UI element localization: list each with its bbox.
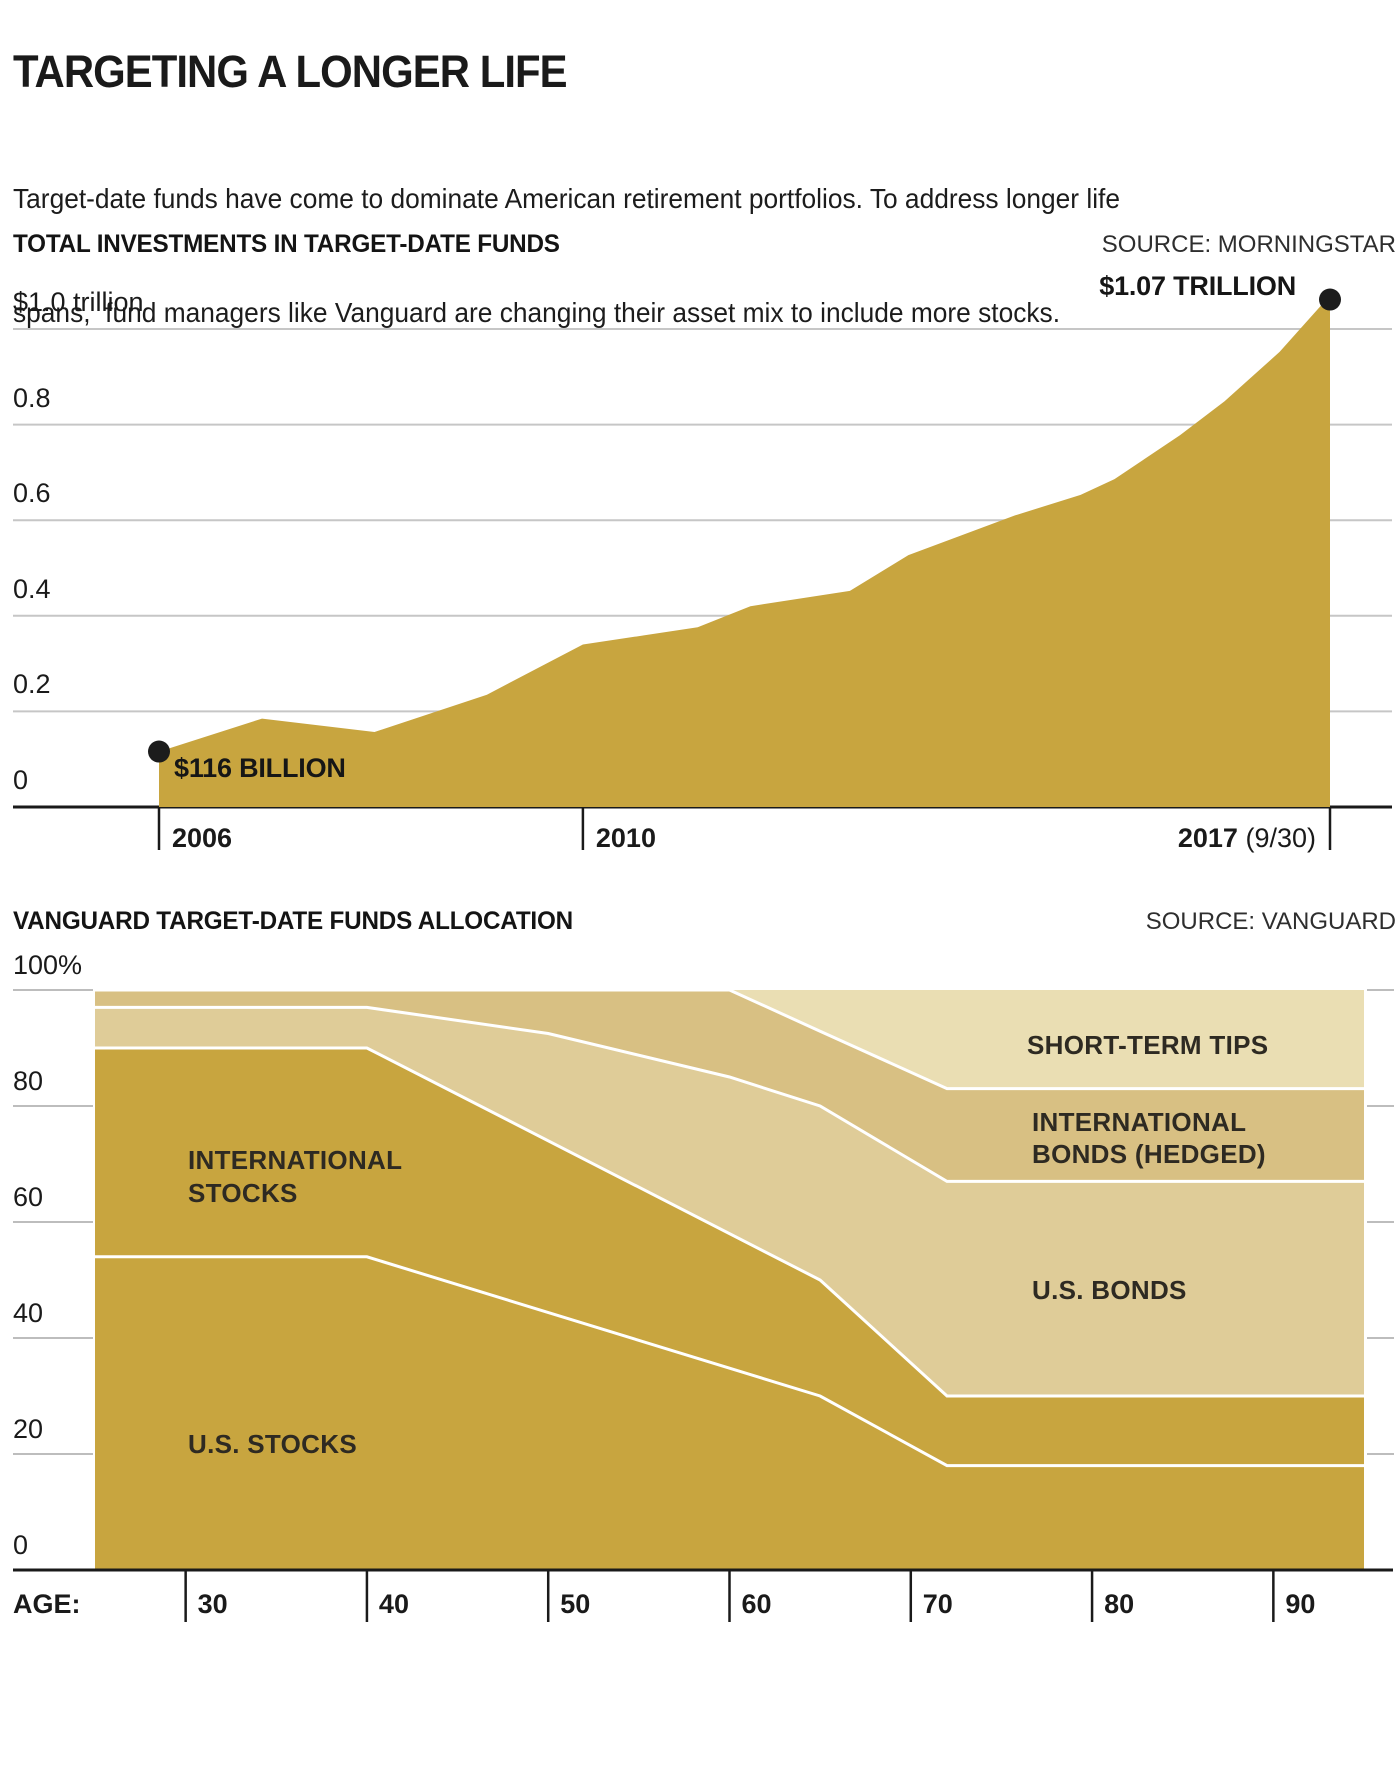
band-label: BONDS (HEDGED) <box>1032 1139 1266 1169</box>
x-axis-label-year: 2006 <box>172 823 233 853</box>
band-label: STOCKS <box>188 1178 298 1208</box>
band-separator-line <box>95 988 1364 1091</box>
x-axis-label-suffix: (9/30) <box>1237 823 1316 853</box>
allocation-band-short-term-tips <box>95 990 1364 1089</box>
band-label: U.S. BONDS <box>1032 1275 1187 1305</box>
x-axis-age-label: 90 <box>1285 1589 1316 1619</box>
band-separator-line <box>95 1005 1364 1183</box>
subtitle-line-2: spans, fund managers like Vanguard are c… <box>13 297 1061 328</box>
y-axis-label: $1.0 trillion <box>13 287 144 317</box>
y-axis-label: 0.8 <box>13 382 51 413</box>
band-separator-line <box>95 1046 1364 1398</box>
band-label: INTERNATIONAL <box>188 1145 403 1175</box>
band-label: INTERNATIONAL <box>1032 1107 1247 1137</box>
x-axis-label-year: 2017 <box>1177 823 1238 853</box>
chart2-source: SOURCE: VANGUARD <box>1145 908 1396 935</box>
x-axis-label: 2006 <box>172 824 232 852</box>
x-axis-age-label: 50 <box>560 1589 591 1619</box>
start-value-dot <box>148 740 170 763</box>
annotation-end-value: $1.07 TRILLION <box>1099 270 1296 301</box>
x-axis-age-label: 30 <box>197 1589 228 1619</box>
y-axis-label: 60 <box>13 1182 44 1212</box>
x-axis-label: 2017 (9/30) <box>1178 824 1316 852</box>
annotation-start-value: $116 BILLION <box>174 752 346 783</box>
investments-area-series <box>159 295 1330 807</box>
chart2-title: VANGUARD TARGET-DATE FUNDS ALLOCATION <box>13 907 573 935</box>
page-title: TARGETING A LONGER LIFE <box>13 46 568 97</box>
y-axis-label: 0.6 <box>13 478 51 509</box>
y-axis-label: 100% <box>13 950 83 980</box>
y-axis-label: 0.2 <box>13 669 51 700</box>
y-axis-label: 0 <box>13 1530 29 1560</box>
chart1-title: TOTAL INVESTMENTS IN TARGET-DATE FUNDS <box>13 230 560 258</box>
y-axis-label: 40 <box>13 1298 44 1328</box>
subtitle-line-1: Target-date funds have come to dominate … <box>13 183 1121 214</box>
y-axis-label: 0 <box>13 765 29 795</box>
y-axis-label: 80 <box>13 1066 44 1096</box>
x-axis-age-label: 80 <box>1104 1589 1135 1619</box>
chart1-source: SOURCE: MORNINGSTAR <box>1101 231 1396 258</box>
x-axis-title: AGE: <box>13 1589 81 1619</box>
band-label: U.S. STOCKS <box>188 1429 357 1459</box>
x-axis-label: 2010 <box>596 824 656 852</box>
y-axis-label: 20 <box>13 1414 44 1444</box>
x-axis-age-label: 70 <box>922 1589 953 1619</box>
x-axis-age-label: 40 <box>378 1589 409 1619</box>
band-label: SHORT-TERM TIPS <box>1027 1030 1269 1060</box>
x-axis-age-label: 60 <box>741 1589 772 1619</box>
allocation-band-international-stocks <box>95 1048 1364 1466</box>
y-axis-label: 0.4 <box>13 573 51 604</box>
allocation-band-u-s-bonds <box>95 1007 1364 1396</box>
x-axis-label-year: 2010 <box>595 823 656 853</box>
allocation-band-u-s-stocks <box>95 1256 1364 1570</box>
band-separator-line <box>95 1255 1364 1468</box>
page-subtitle: Target-date funds have come to dominate … <box>13 104 1120 408</box>
end-value-dot <box>1319 288 1341 311</box>
allocation-band-international-bonds-hedged- <box>95 990 1364 1182</box>
